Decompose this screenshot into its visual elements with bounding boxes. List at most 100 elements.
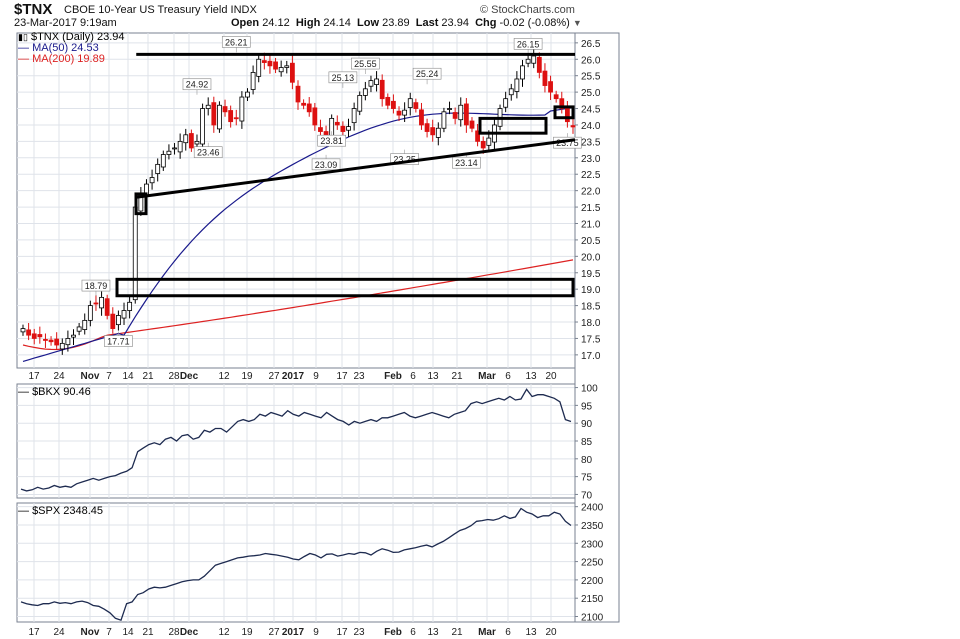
x-tick-label: 13	[525, 627, 537, 638]
candle-body	[183, 134, 189, 144]
y-tick-label: 19.0	[581, 285, 601, 296]
x-tick-label: 24	[53, 627, 65, 638]
gap-box	[115, 277, 575, 298]
support-trendline	[136, 138, 576, 199]
candle-body	[65, 338, 71, 346]
x-tick-label: Dec	[180, 371, 199, 382]
annotation-box	[193, 146, 223, 158]
annotation-box	[311, 158, 341, 171]
x-tick-label: 6	[505, 627, 511, 638]
x-tick-label: 19	[241, 627, 253, 638]
credit: © StockCharts.com	[480, 4, 575, 16]
y-tick-label: 25.0	[581, 88, 601, 99]
candle-body	[43, 339, 48, 341]
dropdown-icon[interactable]: ▼	[572, 18, 582, 28]
y-tick-label: 2400	[581, 503, 604, 514]
candle-body	[334, 121, 340, 126]
annotation-label: 25.24	[416, 69, 439, 79]
y-tick-label: 21.5	[581, 203, 601, 214]
last-label: Last	[415, 17, 439, 29]
candle-body	[486, 137, 492, 146]
candle-body	[82, 319, 88, 330]
spx-line	[20, 507, 572, 622]
candle-body	[368, 80, 374, 87]
y-tick-label: 2200	[581, 576, 604, 587]
annotation-box	[317, 134, 346, 147]
x-tick-label: 28	[168, 627, 180, 638]
annotation-box	[351, 57, 380, 70]
legend-bkx-label: $BKX 90.46	[32, 386, 91, 398]
candle-body	[396, 110, 402, 116]
annotation-label: 18.79	[85, 281, 108, 291]
x-tick-label: 14	[122, 627, 134, 638]
candle-body	[37, 334, 43, 338]
candle-body	[559, 98, 565, 109]
y-tick-label: 2150	[581, 594, 604, 605]
candle-body	[301, 102, 307, 106]
panel-frame-2	[16, 502, 576, 623]
candle-body	[233, 117, 239, 120]
y-tick-label: 2250	[581, 558, 604, 569]
x-tick-label: 19	[241, 371, 253, 382]
quote-date: 23-Mar-2017 9:19am	[14, 17, 117, 29]
y-tick-label: 95	[581, 401, 593, 412]
x-tick-label: Nov	[81, 371, 100, 382]
candle-body	[295, 85, 301, 103]
candle-body	[127, 301, 133, 311]
candle-body	[407, 98, 413, 108]
candle-body	[503, 98, 509, 108]
candle-body	[76, 326, 82, 332]
x-tick-label: 28	[168, 371, 180, 382]
x-tick-label: 2017	[282, 627, 305, 638]
high-value: 24.14	[323, 17, 351, 29]
y-tick-label: 20.5	[581, 236, 601, 247]
x-tick-label: 13	[427, 627, 439, 638]
candle-body	[267, 60, 273, 67]
x-tick-label: 6	[410, 371, 416, 382]
y-tick-label: 21.0	[581, 219, 601, 230]
symbol-description: CBOE 10-Year US Treasury Yield	[64, 4, 228, 16]
small-box	[134, 192, 148, 216]
candle-body	[116, 315, 121, 326]
candle-body	[166, 150, 172, 155]
y-tick-label: 2100	[581, 613, 604, 624]
y-tick-label: 17.0	[581, 351, 601, 362]
candle-body	[177, 140, 183, 153]
candle-body	[402, 109, 408, 116]
legend-spx: — $SPX 2348.45	[18, 505, 103, 517]
ma200-legend-icon: —	[18, 53, 29, 65]
candle-body	[318, 127, 323, 132]
candle-body	[160, 154, 166, 168]
candle-body	[514, 78, 520, 92]
y-tick-label: 20.0	[581, 252, 601, 263]
annotation-box	[81, 279, 111, 292]
x-tick-label: 23	[353, 627, 365, 638]
x-tick-label: 2017	[282, 371, 305, 382]
x-tick-label: 20	[545, 371, 557, 382]
annotation-box	[221, 36, 251, 48]
candle-body	[351, 108, 357, 124]
y-tick-label: 2350	[581, 521, 604, 532]
candle-body	[520, 65, 525, 80]
legend-ma200-label: MA(200) 19.89	[32, 53, 105, 65]
candle-body	[542, 70, 548, 86]
y-tick-label: 23.5	[581, 137, 601, 148]
candle-body	[228, 110, 234, 123]
candle-body	[250, 72, 256, 90]
y-tick-label: 85	[581, 437, 593, 448]
legend-ma50: — MA(50) 24.53	[18, 42, 99, 54]
annotation-label: 25.13	[332, 73, 355, 83]
x-tick-label: 13	[525, 371, 537, 382]
y-tick-label: 25.5	[581, 72, 601, 83]
ohlc-quote: Open 24.12 High 24.14 Low 23.89 Last 23.…	[231, 17, 582, 29]
panel-frame-0	[16, 32, 576, 369]
candle-body	[217, 104, 222, 130]
x-tick-label: Mar	[478, 371, 496, 382]
x-tick-label: 21	[451, 371, 463, 382]
y-tick-label: 90	[581, 419, 593, 430]
candle-body	[261, 60, 267, 63]
candle-body	[435, 127, 441, 138]
candle-body	[536, 56, 542, 73]
x-tick-label: 17	[336, 371, 348, 382]
candle-body	[132, 206, 138, 301]
